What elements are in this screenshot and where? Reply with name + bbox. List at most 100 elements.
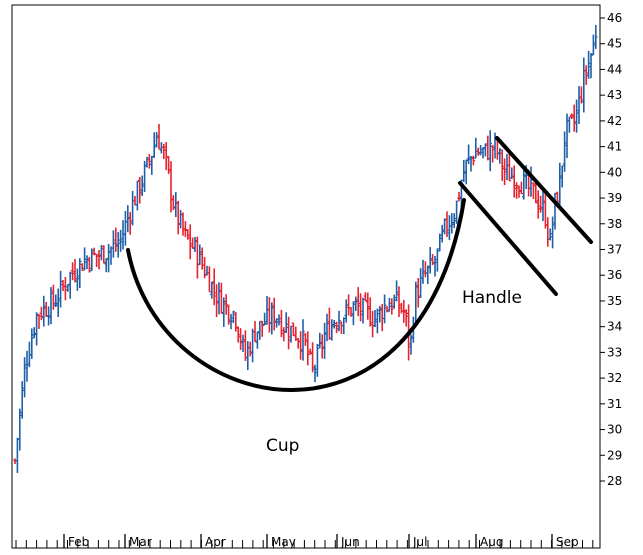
price-bar	[238, 328, 243, 350]
price-bar	[342, 317, 346, 335]
pattern-overlay	[126, 136, 593, 392]
price-bar	[22, 357, 27, 398]
price-bar	[75, 268, 80, 291]
price-bar	[320, 334, 324, 359]
price-bar	[282, 327, 286, 342]
price-bar	[450, 213, 454, 234]
price-bar	[111, 230, 116, 258]
price-bar	[265, 296, 269, 325]
price-bar	[313, 364, 317, 383]
cup-curve	[126, 198, 466, 392]
price-bar	[378, 305, 382, 323]
y-tick-label: 34	[607, 320, 622, 334]
price-bar	[114, 227, 118, 252]
x-month-label: Jun	[340, 535, 360, 549]
price-bar	[591, 34, 596, 56]
price-bar	[212, 268, 216, 306]
y-tick-label: 46	[607, 11, 622, 25]
price-bar	[358, 293, 363, 322]
price-bar	[500, 149, 504, 181]
price-bar	[99, 245, 104, 261]
price-bar	[375, 308, 380, 334]
price-bar	[310, 342, 315, 373]
x-month-label: Aug	[480, 535, 503, 549]
x-month-label: Jul	[412, 535, 427, 549]
x-month-label: Feb	[68, 535, 89, 549]
price-bar	[284, 312, 288, 334]
price-bar	[462, 159, 466, 183]
price-bar	[303, 332, 308, 346]
price-bar	[193, 237, 197, 253]
price-bar	[457, 191, 461, 202]
price-bar	[260, 320, 264, 337]
price-bar	[82, 247, 87, 271]
price-bar	[102, 245, 106, 264]
price-bar	[584, 65, 588, 85]
price-bar	[438, 233, 442, 252]
y-tick-label: 41	[607, 140, 622, 154]
price-bar	[440, 224, 444, 243]
handle-lower-channel-line	[458, 181, 558, 296]
price-bar	[54, 294, 58, 308]
y-tick-label: 37	[607, 243, 622, 257]
price-bar	[157, 123, 161, 150]
price-bar	[169, 161, 173, 213]
price-bars	[13, 25, 598, 474]
price-bar	[570, 113, 574, 119]
price-bar	[90, 248, 94, 272]
price-bar	[541, 189, 545, 222]
price-bar	[555, 191, 560, 203]
price-bar	[128, 211, 132, 235]
price-bar	[409, 334, 413, 355]
price-bar	[171, 195, 176, 211]
price-bar	[32, 327, 36, 339]
price-bar	[502, 158, 507, 186]
price-bar	[498, 148, 502, 164]
price-bar	[94, 253, 99, 268]
x-month-label: Apr	[205, 535, 226, 549]
price-bar	[466, 144, 471, 164]
price-bar	[176, 200, 180, 235]
price-bar	[478, 144, 483, 156]
price-bar	[332, 319, 336, 329]
price-bar	[507, 151, 512, 182]
price-bar	[390, 298, 394, 315]
price-bar	[116, 232, 120, 258]
price-bar	[118, 229, 123, 252]
price-bar	[236, 326, 240, 343]
price-bar	[433, 255, 437, 277]
price-bar	[80, 263, 84, 271]
price-bar	[39, 306, 44, 321]
y-tick-label: 39	[607, 191, 622, 205]
price-bar	[154, 131, 159, 148]
price-bar	[426, 265, 430, 284]
price-bar	[126, 205, 130, 233]
price-bar	[162, 143, 166, 160]
price-bar	[286, 316, 291, 350]
price-bar	[476, 147, 480, 156]
price-bar	[229, 313, 233, 330]
price-bar	[308, 348, 312, 355]
price-bar	[519, 181, 524, 195]
price-bar	[481, 147, 485, 159]
y-tick-label: 38	[607, 217, 622, 231]
price-bar	[589, 53, 593, 79]
price-bar	[195, 236, 200, 279]
price-bar	[272, 297, 276, 331]
price-bar	[145, 156, 149, 168]
price-bar	[49, 287, 53, 325]
y-tick-label: 40	[607, 165, 622, 179]
price-bar	[325, 313, 329, 342]
x-month-label: Sep	[556, 535, 579, 549]
price-bar	[234, 312, 238, 332]
price-bar	[464, 159, 468, 185]
y-tick-label: 33	[607, 345, 622, 359]
y-tick-label: 32	[607, 371, 622, 385]
price-bar	[356, 287, 360, 317]
price-bar	[202, 256, 207, 279]
y-tick-label: 28	[607, 474, 622, 488]
price-bar	[351, 301, 356, 326]
price-bar	[140, 175, 144, 196]
